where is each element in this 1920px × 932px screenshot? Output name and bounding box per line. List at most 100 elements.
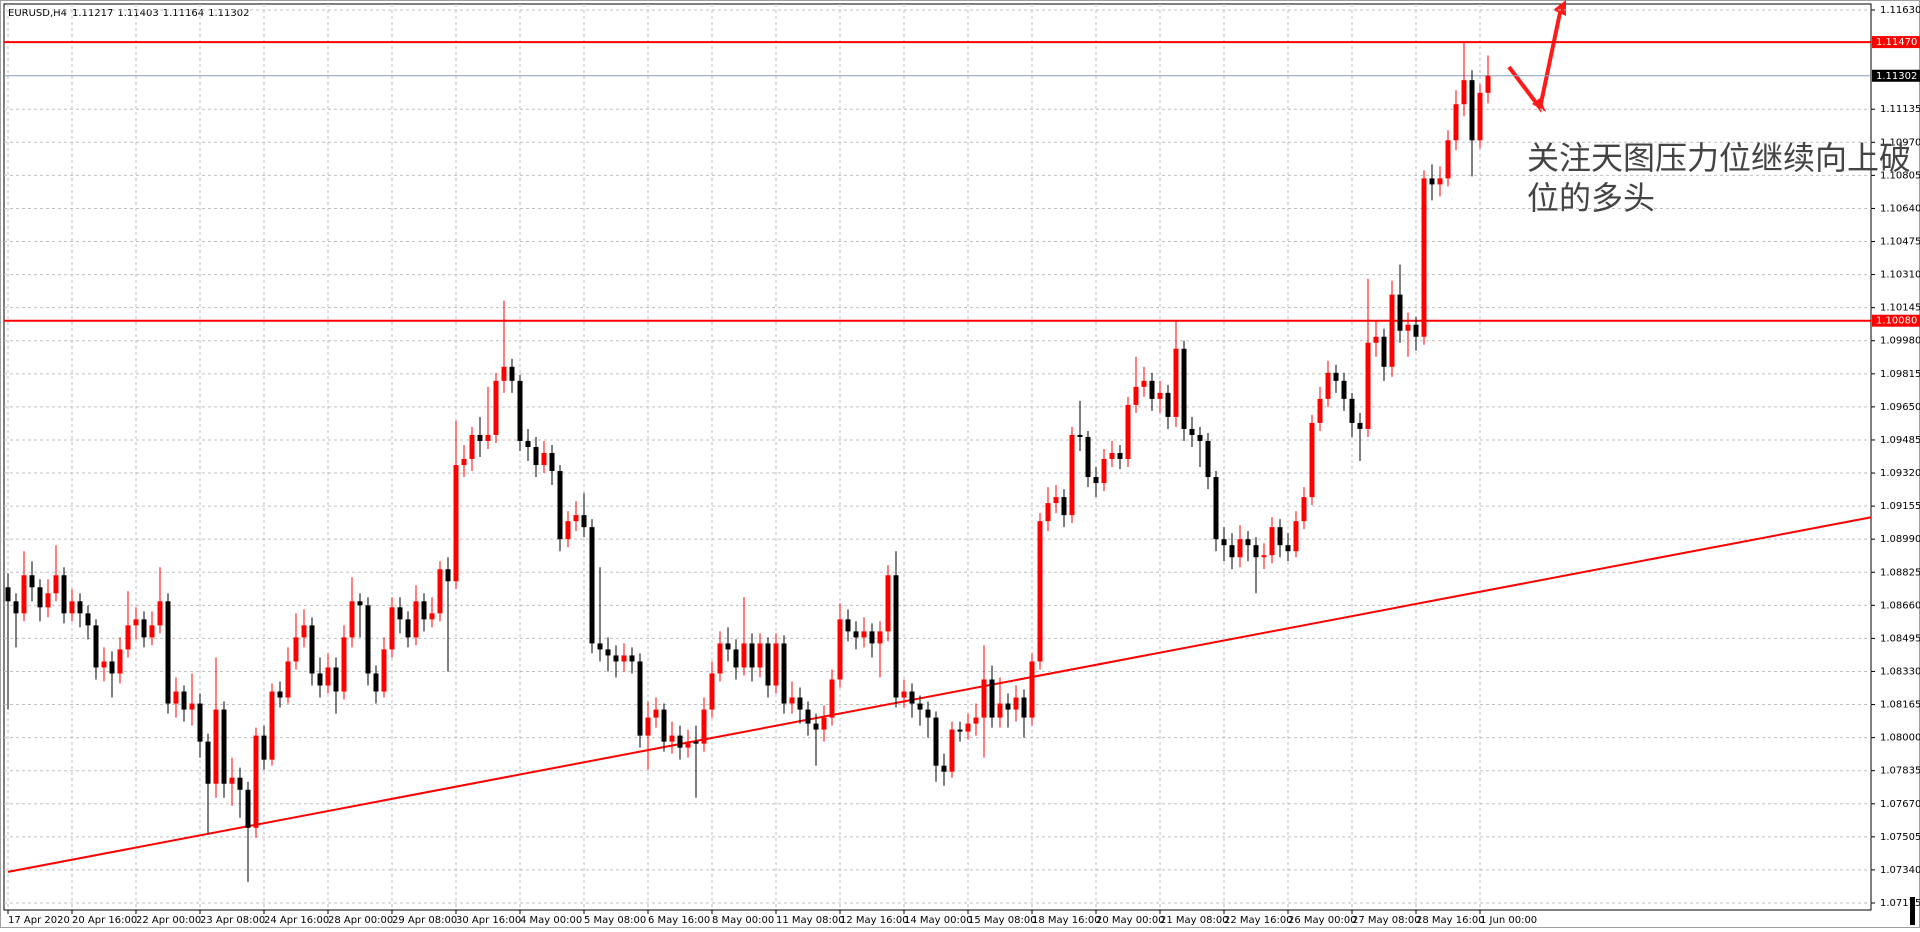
candle-body	[1285, 545, 1291, 552]
candle-body	[101, 661, 107, 668]
candle-body	[1021, 697, 1027, 718]
candle-body	[269, 691, 275, 760]
candle-body	[405, 619, 411, 638]
candle-body	[1381, 336, 1387, 367]
candle-body	[637, 661, 643, 736]
x-tick-label: 5 May 08:00	[584, 915, 646, 926]
candle-body	[973, 717, 979, 724]
candle-body	[781, 643, 787, 704]
candle-body	[669, 735, 675, 742]
candle-body	[1389, 294, 1395, 367]
x-tick-label: 11 May 08:00	[776, 915, 845, 926]
header-low: 1.11164	[163, 8, 204, 19]
candle-body	[1301, 497, 1307, 522]
candle-body	[661, 709, 667, 742]
x-tick-label: 22 May 16:00	[1224, 915, 1293, 926]
candle-body	[1141, 380, 1147, 387]
x-tick-label: 28 May 16:00	[1416, 915, 1485, 926]
candle-body	[1485, 75, 1491, 93]
arrow-head	[1553, 0, 1566, 16]
candle-body	[1413, 324, 1419, 337]
y-tick-label: 1.08000	[1880, 733, 1920, 744]
candle-body	[1293, 521, 1299, 552]
candle-body	[677, 735, 683, 748]
candle-body	[1109, 452, 1115, 460]
candle-body	[773, 643, 779, 686]
candle-body	[557, 471, 563, 540]
candle-body	[597, 643, 603, 650]
current-price-label: 1.11302	[1876, 71, 1917, 82]
candle-body	[653, 709, 659, 718]
y-tick-label: 1.10310	[1880, 270, 1920, 281]
y-tick-label: 1.07340	[1880, 865, 1920, 876]
candle-body	[1069, 434, 1075, 516]
x-tick-label: 15 May 08:00	[968, 915, 1037, 926]
candle-body	[1357, 422, 1363, 429]
y-tick-label: 1.07670	[1880, 799, 1920, 810]
annotation-text: 关注天图压力位继续向上破位的多头	[1527, 139, 1912, 217]
candle-body	[149, 625, 155, 638]
candle-body	[1429, 178, 1435, 185]
x-tick-label: 29 Apr 08:00	[392, 915, 457, 926]
candle-body	[853, 631, 859, 638]
y-tick-label: 1.11630	[1880, 5, 1920, 16]
x-tick-label: 17 Apr 2020	[8, 915, 70, 926]
candle-body	[581, 515, 587, 528]
candle-body	[1053, 497, 1059, 504]
candle-body	[485, 434, 491, 441]
candle-body	[933, 717, 939, 766]
y-tick-label: 1.09980	[1880, 336, 1920, 347]
header-high: 1.11403	[117, 8, 158, 19]
x-tick-label: 30 Apr 16:00	[456, 915, 521, 926]
candle-body	[957, 729, 963, 732]
candle-body	[1349, 398, 1355, 423]
candle-body	[1253, 545, 1259, 558]
y-tick-label: 1.07175	[1880, 898, 1920, 909]
candle-body	[173, 691, 179, 704]
x-tick-label: 24 Apr 16:00	[264, 915, 329, 926]
candle-body	[789, 697, 795, 704]
y-tick-label: 1.08990	[1880, 534, 1920, 545]
candle-body	[589, 527, 595, 644]
y-tick-label: 1.09815	[1880, 369, 1920, 380]
plot-frame	[3, 3, 1872, 911]
candle-body	[1221, 539, 1227, 546]
candle-body	[309, 625, 315, 674]
y-tick-label: 1.07835	[1880, 766, 1920, 777]
y-tick-label: 1.09650	[1880, 402, 1920, 413]
candle-body	[325, 667, 331, 686]
candle-body	[1149, 380, 1155, 399]
candle-body	[1205, 440, 1211, 478]
candle-body	[1397, 294, 1403, 331]
candle-body	[277, 691, 283, 698]
candle-body	[1165, 392, 1171, 417]
candle-body	[237, 777, 243, 790]
candle-body	[461, 459, 467, 466]
candle-body	[1045, 503, 1051, 522]
y-tick-label: 1.10145	[1880, 303, 1920, 314]
candle-body	[365, 605, 371, 674]
candle-body	[285, 661, 291, 698]
plot-area	[4, 4, 1871, 910]
candle-body	[229, 777, 235, 784]
candle-body	[917, 703, 923, 710]
candle-body	[261, 735, 267, 760]
x-tick-label: 14 May 00:00	[904, 915, 973, 926]
candle-body	[133, 619, 139, 626]
candle-body	[413, 601, 419, 638]
scroll-marker	[1910, 897, 1915, 925]
chart-header: EURUSD,H4 1.11217 1.11403 1.11164 1.11302	[8, 8, 249, 19]
candle-body	[469, 434, 475, 460]
x-tick-label: 1 Jun 00:00	[1480, 915, 1537, 926]
y-tick-label: 1.10640	[1880, 203, 1920, 214]
candle-body	[533, 446, 539, 466]
candle-body	[725, 643, 731, 650]
candle-body	[997, 703, 1003, 718]
candle-body	[909, 691, 915, 704]
candle-body	[981, 679, 987, 718]
level-label-box	[1872, 314, 1920, 327]
candle-body	[381, 649, 387, 692]
candle-body	[357, 601, 363, 606]
candle-body	[1037, 521, 1043, 662]
candle-body	[245, 789, 251, 828]
